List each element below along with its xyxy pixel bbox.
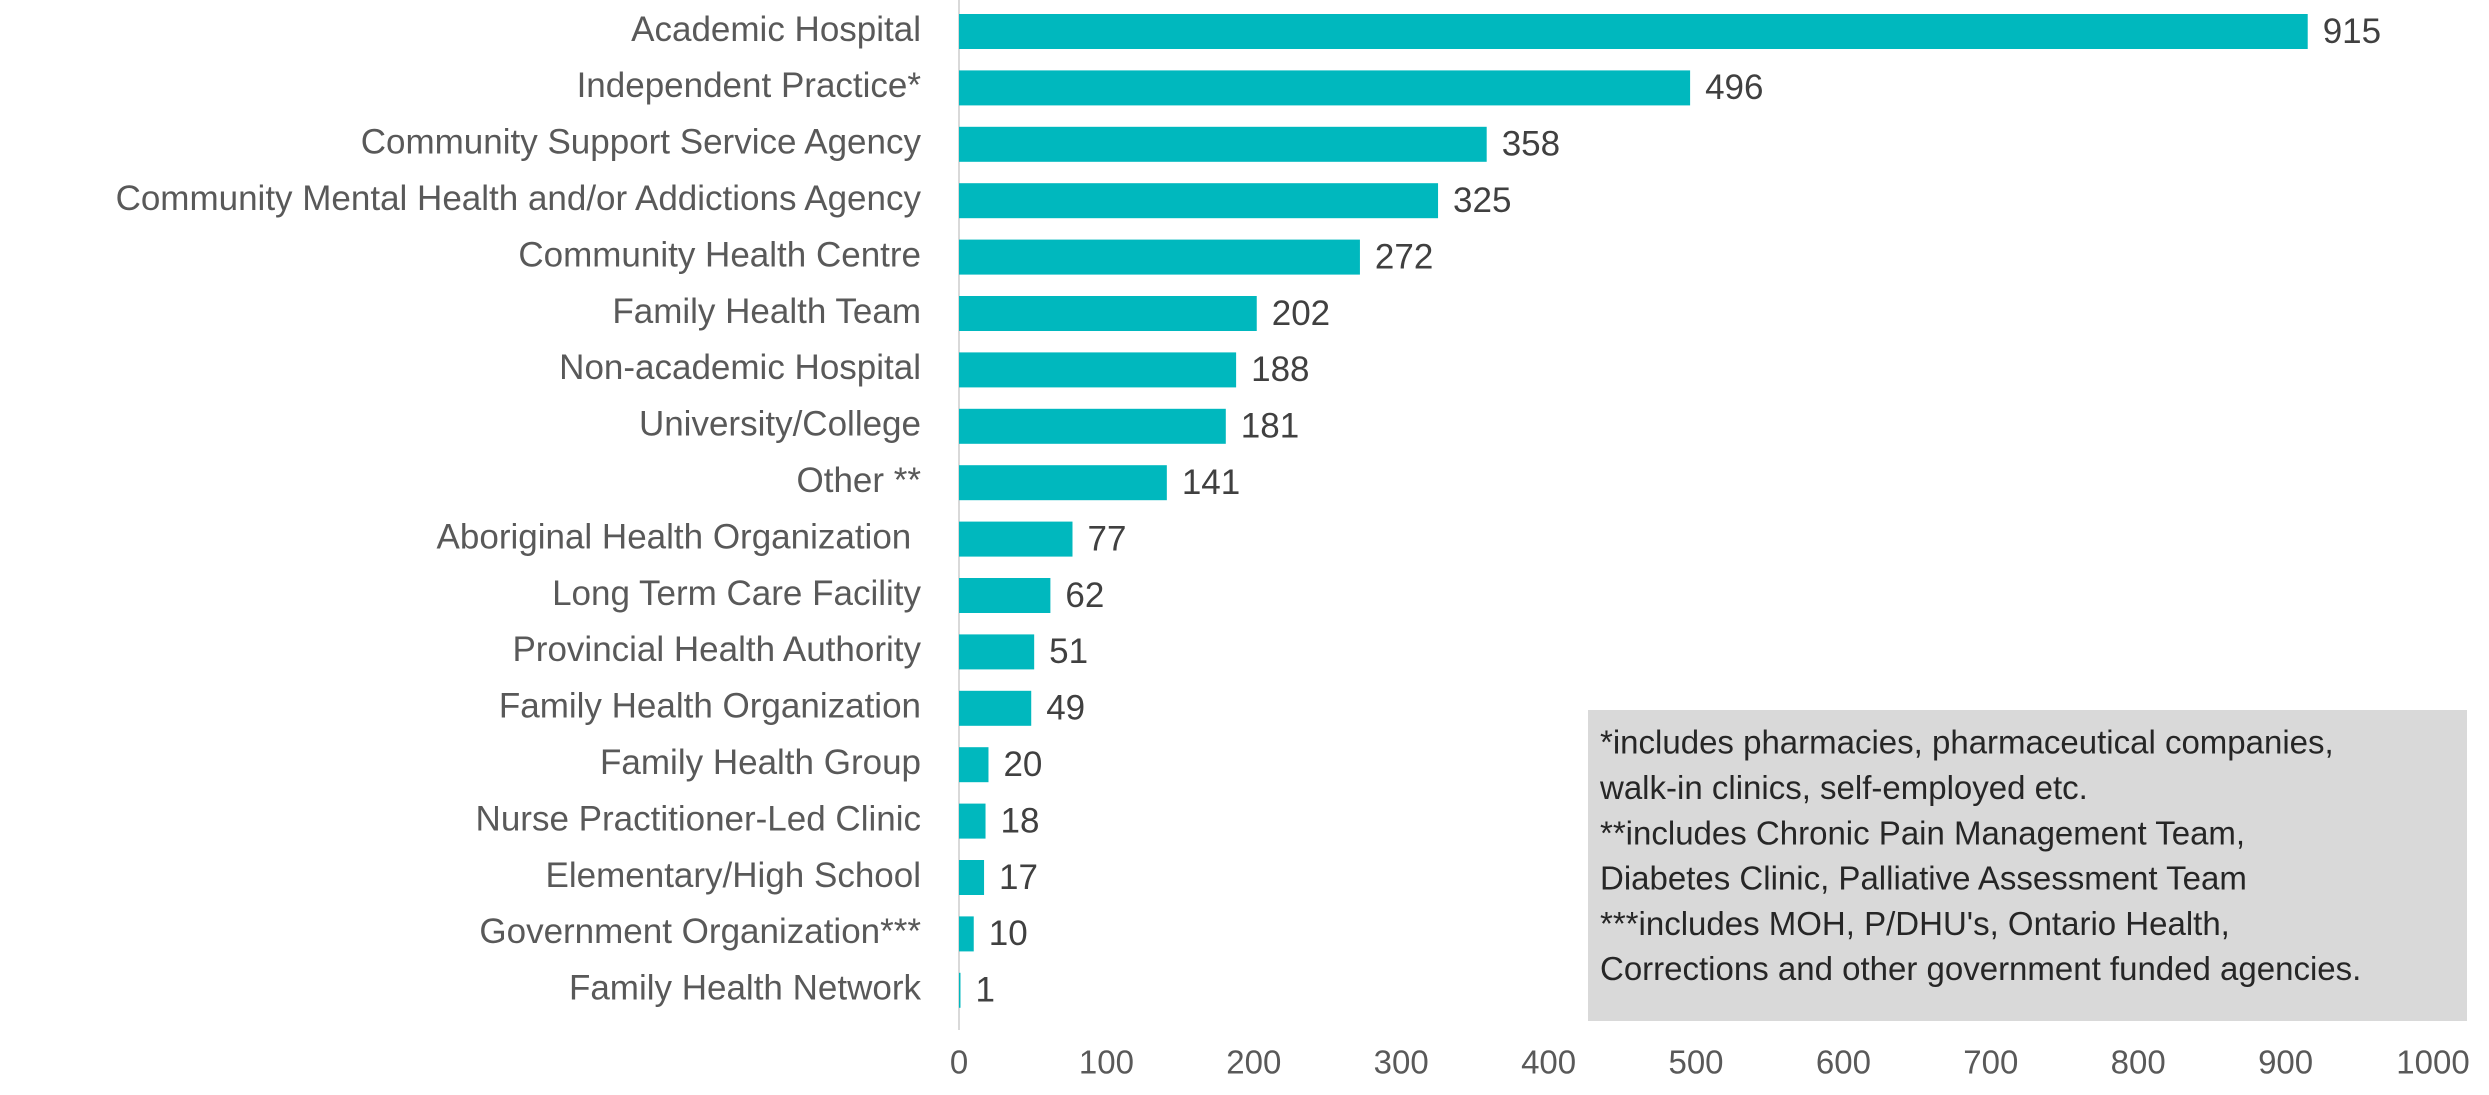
data-label: 358 — [1502, 125, 1560, 164]
bar — [959, 916, 974, 952]
y-tick-label: Long Term Care Facility — [552, 574, 921, 613]
y-tick-label: Provincial Health Authority — [512, 630, 921, 669]
bar — [959, 70, 1691, 106]
y-tick-label: Other ** — [797, 461, 922, 500]
x-tick-label: 300 — [1374, 1044, 1429, 1081]
data-label: 77 — [1087, 519, 1126, 558]
data-label: 20 — [1003, 745, 1042, 784]
bar — [959, 803, 986, 839]
y-tick-label: Family Health Network — [569, 969, 922, 1008]
y-tick-label: Elementary/High School — [546, 856, 921, 895]
y-tick-label: Nurse Practitioner-Led Clinic — [476, 799, 921, 838]
note-text: *includes pharmacies, pharmaceutical com… — [1600, 724, 2334, 761]
x-tick-label: 100 — [1079, 1044, 1134, 1081]
bar — [959, 521, 1073, 557]
x-tick-label: 1000 — [2396, 1044, 2469, 1081]
data-label: 1 — [975, 971, 994, 1010]
note-text: **includes Chronic Pain Management Team, — [1600, 814, 2245, 851]
note-text: Corrections and other government funded … — [1600, 950, 2361, 987]
bar — [959, 183, 1439, 219]
bar — [959, 126, 1487, 162]
bar — [959, 972, 961, 1008]
note-text: ***includes MOH, P/DHU's, Ontario Health… — [1600, 905, 2230, 942]
x-tick-label: 800 — [2111, 1044, 2166, 1081]
bar — [959, 634, 1035, 670]
bar — [959, 690, 1032, 726]
bar — [959, 860, 985, 895]
data-label: 10 — [989, 914, 1028, 953]
data-label: 18 — [1001, 801, 1040, 840]
x-tick-label: 400 — [1521, 1044, 1576, 1081]
x-tick-label: 500 — [1668, 1044, 1723, 1081]
data-label: 181 — [1241, 407, 1299, 446]
data-label: 272 — [1375, 237, 1433, 276]
y-tick-label: Family Health Group — [600, 743, 921, 782]
y-tick-label: Community Support Service Agency — [361, 123, 922, 162]
x-tick-label: 0 — [950, 1044, 968, 1081]
y-tick-label: Family Health Team — [612, 292, 921, 331]
y-tick-label: Community Mental Health and/or Addiction… — [116, 179, 922, 218]
data-label: 141 — [1182, 463, 1240, 502]
y-tick-label: Aboriginal Health Organization — [437, 517, 921, 556]
data-label: 915 — [2323, 12, 2381, 51]
data-label: 62 — [1065, 576, 1104, 615]
data-label: 17 — [999, 858, 1038, 897]
bar — [959, 465, 1167, 501]
bar — [959, 352, 1237, 388]
x-tick-label: 700 — [1963, 1044, 2018, 1081]
y-tick-label: Government Organization*** — [479, 912, 921, 951]
data-label: 49 — [1046, 689, 1085, 728]
data-label: 51 — [1049, 632, 1088, 671]
note-text: Diabetes Clinic, Palliative Assessment T… — [1600, 860, 2247, 897]
x-tick-label: 900 — [2258, 1044, 2313, 1081]
bar — [959, 747, 989, 783]
x-tick-label: 200 — [1226, 1044, 1281, 1081]
bar — [959, 296, 1257, 331]
y-tick-label: Community Health Centre — [518, 235, 921, 274]
bar — [959, 239, 1360, 275]
data-label: 325 — [1453, 181, 1511, 220]
y-tick-label: Academic Hospital — [631, 10, 921, 49]
data-label: 188 — [1251, 350, 1309, 389]
y-tick-label: Family Health Organization — [499, 687, 921, 726]
bar — [959, 408, 1226, 444]
y-tick-label: University/College — [639, 405, 921, 444]
bar — [959, 14, 2308, 49]
data-label: 202 — [1272, 294, 1330, 333]
note-box — [1588, 710, 2467, 1021]
y-tick-label: Independent Practice* — [577, 66, 922, 105]
y-tick-label: Non-academic Hospital — [559, 348, 921, 387]
note-text: walk-in clinics, self-employed etc. — [1599, 769, 2088, 806]
x-tick-label: 600 — [1816, 1044, 1871, 1081]
bar — [959, 578, 1051, 613]
data-label: 496 — [1705, 68, 1763, 107]
